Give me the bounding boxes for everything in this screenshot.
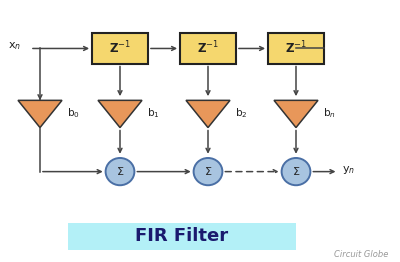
Text: b$_1$: b$_1$ [147, 106, 160, 119]
Text: FIR Filter: FIR Filter [136, 227, 228, 245]
FancyBboxPatch shape [268, 34, 324, 64]
Ellipse shape [282, 158, 310, 185]
FancyBboxPatch shape [68, 223, 296, 250]
Text: b$_0$: b$_0$ [67, 106, 80, 119]
Polygon shape [274, 100, 318, 128]
Ellipse shape [194, 158, 222, 185]
Text: Z$^{-1}$: Z$^{-1}$ [109, 40, 131, 57]
Polygon shape [18, 100, 62, 128]
Polygon shape [98, 100, 142, 128]
Text: x$_n$: x$_n$ [8, 40, 21, 52]
Text: Σ: Σ [204, 167, 212, 177]
Text: Z$^{-1}$: Z$^{-1}$ [285, 40, 307, 57]
Text: Σ: Σ [292, 167, 300, 177]
Text: b$_n$: b$_n$ [323, 106, 336, 119]
Text: Circuit Globe: Circuit Globe [334, 250, 388, 259]
Text: y$_n$: y$_n$ [342, 164, 355, 176]
FancyBboxPatch shape [92, 34, 148, 64]
FancyBboxPatch shape [180, 34, 236, 64]
Polygon shape [186, 100, 230, 128]
Text: b$_2$: b$_2$ [235, 106, 247, 119]
Ellipse shape [106, 158, 134, 185]
Text: Σ: Σ [116, 167, 124, 177]
Text: Z$^{-1}$: Z$^{-1}$ [197, 40, 219, 57]
